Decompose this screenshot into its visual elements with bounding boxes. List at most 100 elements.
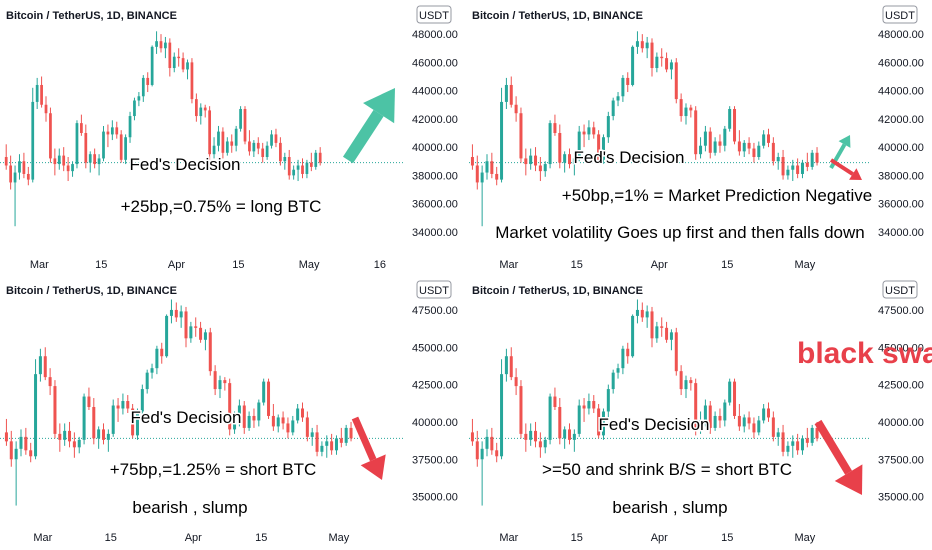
candle-body	[314, 152, 318, 167]
candle-body	[621, 348, 625, 369]
candle-body	[810, 427, 814, 443]
candle-body	[71, 164, 74, 172]
candle-body	[757, 145, 761, 158]
candle-body	[718, 415, 722, 421]
candle-body	[155, 41, 158, 47]
y-tick-label: 46000.00	[412, 57, 458, 69]
candle-body	[131, 408, 135, 436]
candle-body	[239, 108, 242, 129]
candle-body	[791, 441, 795, 446]
y-tick-label: 42500.00	[878, 380, 924, 392]
y-tick-label: 35000.00	[412, 492, 458, 504]
candle-body	[301, 165, 304, 174]
candle-body	[529, 155, 533, 165]
candle-body	[728, 381, 732, 403]
candle-body	[582, 405, 586, 409]
candle-body	[762, 408, 766, 421]
candle-body	[305, 417, 309, 437]
candle-body	[257, 402, 261, 421]
candle-body	[199, 107, 203, 117]
annotation-text: +75bp,=1.25% = short BTC	[110, 460, 317, 479]
y-tick-label: 48000.00	[412, 29, 458, 41]
y-tick-label: 42000.00	[878, 114, 924, 126]
candle-body	[524, 433, 528, 440]
currency-label: USDT	[885, 285, 915, 297]
candle-body	[265, 145, 269, 158]
panel-divider	[0, 274, 932, 276]
candle-body	[203, 107, 207, 111]
y-tick-label: 38000.00	[878, 170, 924, 182]
down-arrow-shaft	[814, 419, 853, 475]
candle-body	[279, 142, 282, 162]
y-tick-label: 40000.00	[412, 417, 458, 429]
y-tick-label: 34000.00	[878, 227, 924, 239]
y-tick-label: 37500.00	[412, 454, 458, 466]
candle-body	[567, 154, 572, 165]
candle-body	[305, 162, 309, 174]
candle-body	[252, 415, 256, 421]
currency-label: USDT	[885, 10, 915, 22]
currency-badge: USDT	[416, 280, 452, 299]
candle-body	[631, 46, 635, 85]
currency-badge-box	[882, 5, 918, 24]
candle-body	[283, 157, 287, 162]
candle-body	[723, 402, 727, 421]
candle-body	[270, 134, 273, 146]
y-tick-label: 36000.00	[878, 199, 924, 211]
candle-body	[635, 41, 639, 47]
candle-body	[611, 372, 615, 390]
candle-body	[310, 432, 314, 437]
candle-body	[694, 110, 698, 155]
chart-panel-bottom-left: Bitcoin / TetherUS, 1D, BINANCE USDT 47500…	[0, 275, 466, 550]
candle-body	[684, 380, 688, 390]
x-tick-label: Mar	[30, 259, 49, 271]
candle-body	[781, 157, 785, 176]
candle-body	[713, 415, 717, 428]
candle-body	[267, 381, 271, 416]
candle-body	[655, 56, 659, 69]
candle-body	[57, 155, 61, 165]
candle-body	[703, 131, 707, 146]
candle-body	[771, 417, 775, 437]
chart-title: Bitcoin / TetherUS, 1D, BINANCE	[472, 285, 643, 297]
candle-body	[248, 141, 251, 152]
candle-body	[781, 432, 785, 452]
candle-body	[92, 407, 96, 439]
y-tick-label: 46000.00	[878, 57, 924, 69]
down-arrow-head	[834, 464, 863, 495]
candle-body	[771, 142, 775, 162]
candlestick-chart: Bitcoin / TetherUS, 1D, BINANCE USDT 48000…	[0, 5, 458, 271]
candle-body	[543, 164, 547, 172]
candle-body	[320, 445, 324, 452]
candle-body	[694, 383, 698, 430]
candle-body	[242, 405, 246, 428]
candle-body	[509, 356, 513, 378]
candle-body	[48, 377, 52, 387]
candle-body	[66, 165, 70, 172]
annotation-text: Fed's Decision	[131, 408, 242, 427]
candle-body	[616, 96, 620, 101]
y-tick-label: 42000.00	[412, 114, 458, 126]
x-tick-label: 15	[571, 532, 583, 544]
candle-body	[296, 408, 300, 421]
candle-body	[509, 84, 513, 105]
candle-body	[247, 415, 251, 428]
candle-body	[230, 141, 234, 146]
candle-body	[665, 327, 669, 340]
candle-body	[97, 158, 101, 165]
candle-body	[601, 411, 605, 436]
candle-body	[115, 127, 119, 135]
candle-body	[514, 377, 518, 387]
candle-body	[480, 172, 484, 183]
y-tick-label: 47500.00	[412, 305, 458, 317]
x-tick-label: Mar	[33, 532, 52, 544]
candle-body	[791, 165, 795, 170]
candle-body	[203, 332, 207, 340]
candle-body	[24, 436, 28, 451]
x-tick-label: Mar	[499, 259, 518, 271]
candle-body	[548, 396, 552, 440]
candle-body	[762, 134, 766, 146]
candle-body	[553, 396, 557, 407]
candle-body	[150, 46, 154, 85]
candle-body	[101, 429, 106, 440]
